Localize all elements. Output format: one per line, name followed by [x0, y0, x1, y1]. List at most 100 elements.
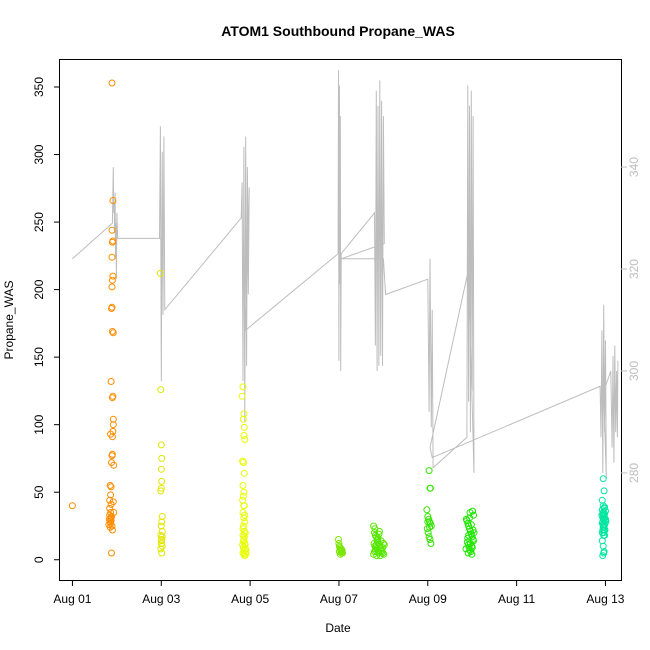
data-point	[109, 272, 117, 280]
series-aug-04	[238, 383, 250, 560]
data-point	[337, 545, 345, 553]
y2-tick-label: 340	[627, 157, 641, 177]
x-axis: Aug 01 Aug 03 Aug 05 Aug 07 Aug 09 Aug 11 Aug …	[53, 580, 625, 606]
data-point	[157, 537, 165, 545]
data-point	[240, 533, 248, 541]
series-aug-01	[68, 502, 76, 510]
x-tick-label: Aug 05	[231, 592, 269, 606]
data-point	[600, 549, 608, 557]
series-aug-13	[598, 506, 609, 539]
data-point	[335, 536, 342, 543]
y2-tick-label: 300	[627, 361, 641, 381]
data-point	[106, 504, 114, 512]
series-aug-03	[156, 269, 166, 557]
data-point	[239, 457, 247, 465]
data-point	[239, 415, 247, 423]
data-point	[241, 436, 249, 443]
x-axis-label: Date	[325, 621, 351, 635]
data-point	[241, 541, 249, 549]
data-point	[108, 79, 116, 87]
data-point	[158, 549, 166, 557]
data-point	[239, 492, 247, 500]
data-point	[107, 515, 115, 523]
data-point	[108, 253, 116, 261]
data-point	[462, 515, 470, 523]
data-point	[107, 430, 115, 438]
series-aug-08	[423, 467, 435, 547]
data-point	[466, 509, 474, 516]
data-point	[108, 328, 116, 335]
data-point	[425, 467, 433, 475]
data-point	[469, 526, 477, 534]
data-point	[239, 482, 247, 489]
data-point	[109, 237, 117, 245]
data-point	[380, 550, 388, 558]
data-point	[464, 549, 472, 557]
data-point	[238, 392, 246, 400]
x-tick-label: Aug 09	[409, 592, 447, 606]
overlay-line	[72, 70, 619, 479]
data-point	[109, 392, 117, 400]
y-tick-label: 0	[32, 556, 46, 563]
y-tick-label: 200	[32, 279, 46, 299]
data-point	[158, 454, 166, 462]
plot-frame	[59, 59, 622, 581]
data-point	[109, 421, 117, 429]
data-point	[240, 410, 248, 418]
data-point	[68, 502, 76, 510]
data-point	[376, 552, 384, 560]
data-point	[371, 525, 379, 533]
data-point	[239, 537, 247, 545]
y-axis-label: Propane_WAS	[2, 281, 16, 360]
data-point	[426, 484, 434, 492]
data-point	[468, 550, 476, 558]
x-tick-label: Aug 13	[586, 592, 624, 606]
data-point	[239, 525, 247, 533]
data-point	[240, 432, 248, 439]
y-tick-label: 250	[32, 212, 46, 232]
data-point	[373, 552, 381, 560]
data-point	[108, 549, 115, 557]
data-point	[108, 276, 116, 284]
points-group	[68, 79, 610, 560]
data-point	[241, 511, 249, 519]
data-point	[108, 226, 116, 234]
data-point	[108, 522, 116, 530]
x-tick-label: Aug 01	[53, 592, 91, 606]
y-tick-label: 150	[32, 347, 46, 367]
data-point	[338, 546, 346, 554]
y-tick-label: 300	[32, 144, 46, 164]
data-point	[158, 527, 166, 535]
data-point	[462, 545, 470, 553]
data-point	[158, 477, 166, 485]
data-point	[372, 541, 380, 549]
data-point	[239, 383, 247, 391]
y-tick-label: 350	[32, 77, 46, 97]
series-aug-09	[462, 507, 478, 558]
data-point	[464, 534, 472, 542]
data-point	[371, 548, 378, 556]
data-point	[339, 549, 346, 557]
series-aug-02	[105, 79, 118, 557]
data-point	[240, 423, 248, 431]
data-point	[158, 513, 166, 520]
data-point	[109, 415, 117, 423]
data-point	[377, 537, 385, 545]
data-point	[241, 552, 249, 560]
data-point	[157, 441, 165, 449]
data-point	[109, 498, 117, 506]
data-point	[108, 450, 116, 458]
data-point	[240, 469, 248, 477]
series-aug-06	[335, 536, 346, 558]
data-point	[157, 484, 165, 492]
data-point	[426, 536, 434, 543]
y-tick-label: 50	[32, 485, 46, 499]
data-point	[601, 510, 609, 518]
data-point	[157, 465, 165, 473]
data-point	[600, 531, 608, 539]
data-point	[156, 269, 164, 277]
data-point	[375, 530, 383, 538]
x-tick-label: Aug 03	[142, 592, 180, 606]
